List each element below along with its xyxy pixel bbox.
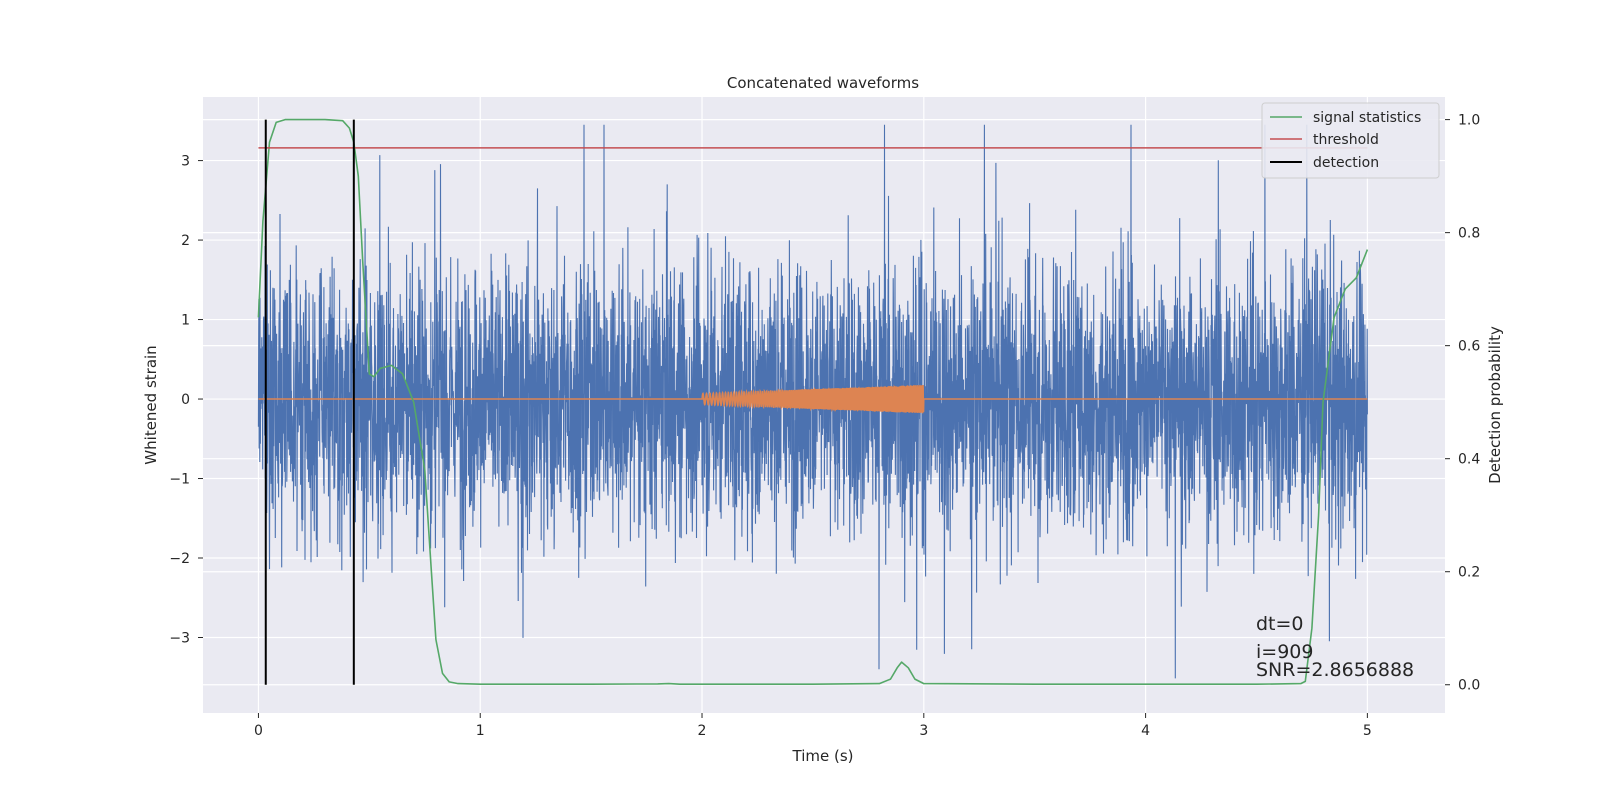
y-tick-label-right-4: 0.8 (1458, 226, 1480, 242)
x-tick-label-2: 2 (698, 723, 707, 739)
x-tick-label-1: 1 (476, 723, 485, 739)
x-tick-label-0: 0 (254, 723, 263, 739)
series-template-chirp (701, 384, 925, 414)
annotation-dt: dt=0 (1256, 613, 1304, 635)
x-tick-label-5: 5 (1363, 723, 1372, 739)
y-tick-label-left-5: 2 (181, 233, 190, 249)
y-ticks-left: −3 −2 −1 0 1 2 3 (169, 154, 203, 646)
y-tick-label-left-4: 1 (181, 313, 190, 329)
annotation-block: dt=0 i=909 SNR=2.8656888 (1256, 613, 1414, 681)
y-axis-label-left: Whitened strain (142, 345, 160, 464)
x-tick-label-3: 3 (919, 723, 928, 739)
legend: signal statistics threshold detection (1261, 102, 1440, 179)
x-tick-label-4: 4 (1141, 723, 1150, 739)
series-signal-statistics (257, 118, 1369, 685)
legend-label-signal-statistics: signal statistics (1313, 110, 1421, 126)
y-ticks-right: 0.0 0.2 0.4 0.6 0.8 1.0 (1445, 113, 1480, 694)
series-whitened-strain (257, 124, 1368, 679)
x-ticks: 0 1 2 3 4 5 (254, 713, 1372, 739)
legend-label-threshold: threshold (1313, 132, 1379, 148)
y-tick-label-right-1: 0.2 (1458, 565, 1480, 581)
annotation-i: i=909 (1256, 641, 1313, 663)
y-tick-label-left-0: −3 (169, 630, 190, 646)
y-axis-label-right: Detection probability (1486, 326, 1504, 484)
y-tick-label-right-2: 0.4 (1458, 452, 1480, 468)
annotation-snr: SNR=2.8656888 (1256, 659, 1414, 681)
y-tick-label-left-2: −1 (169, 472, 190, 488)
y-tick-label-left-1: −2 (169, 551, 190, 567)
y-tick-label-left-6: 3 (181, 154, 190, 170)
y-tick-label-left-3: 0 (181, 392, 190, 408)
legend-label-detection: detection (1313, 155, 1379, 171)
template-layer (258, 384, 1368, 414)
x-axis-label: Time (s) (792, 747, 854, 765)
detection-layer (264, 119, 355, 685)
y-tick-label-right-5: 1.0 (1458, 113, 1480, 129)
chart-title: Concatenated waveforms (727, 74, 919, 92)
signal-statistics-layer (257, 118, 1369, 685)
legend-box (1261, 102, 1440, 179)
strain-layer (257, 124, 1368, 679)
y-tick-label-right-0: 0.0 (1458, 678, 1480, 694)
y-tick-label-right-3: 0.6 (1458, 339, 1480, 355)
